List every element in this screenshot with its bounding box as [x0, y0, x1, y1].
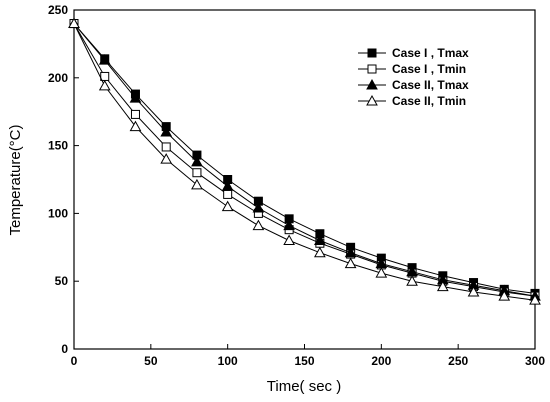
series-2	[69, 19, 540, 301]
series-4	[68, 17, 541, 305]
data-point	[68, 17, 80, 29]
data-point	[160, 126, 173, 137]
x-tick-label: 100	[218, 354, 238, 368]
y-axis-title: Temperature(°C)	[7, 124, 24, 235]
x-tick-label: 50	[144, 354, 158, 368]
data-point	[283, 219, 295, 231]
legend-label: Case I , Tmin	[392, 62, 466, 76]
data-point	[344, 246, 357, 258]
data-point	[98, 54, 111, 65]
data-point	[252, 201, 265, 213]
legend-item: Case I , Tmax	[358, 46, 469, 60]
data-point	[283, 234, 295, 246]
x-tick-label: 150	[294, 354, 314, 368]
x-tick-label: 200	[371, 354, 391, 368]
axis-ticks: 0 50 100 150 200 250 300 0 50 100 150 200 250	[48, 3, 545, 368]
y-tick-label: 200	[48, 71, 68, 85]
data-point	[221, 180, 234, 191]
data-point	[529, 294, 541, 305]
series-3	[68, 17, 541, 301]
data-point	[252, 219, 265, 231]
y-tick-label: 50	[55, 274, 69, 288]
data-point	[436, 280, 449, 292]
data-point	[314, 234, 326, 246]
x-tick-label: 250	[448, 354, 468, 368]
data-point	[406, 275, 418, 286]
legend-item: Case II, Tmin	[358, 94, 466, 108]
data-point	[314, 246, 326, 258]
legend-item: Case II, Tmax	[358, 78, 469, 92]
series-line	[73, 23, 536, 301]
data-point	[221, 200, 234, 212]
data-point	[344, 257, 357, 269]
y-tick-label: 0	[61, 342, 68, 356]
data-point	[161, 142, 171, 152]
data-point	[191, 155, 203, 167]
legend-label: Case II, Tmax	[392, 78, 469, 92]
data-point	[223, 189, 233, 199]
x-tick-label: 300	[525, 354, 545, 368]
series-group	[68, 17, 541, 305]
legend-marker	[367, 48, 377, 58]
data-point	[129, 120, 142, 132]
series-line	[73, 23, 536, 297]
data-point	[192, 168, 202, 178]
x-tick-label: 0	[71, 354, 78, 368]
legend-item: Case I , Tmin	[358, 62, 466, 76]
legend: Case I , Tmax Case I , Tmin Case II, Tmax C…	[358, 46, 469, 108]
data-point	[191, 178, 203, 190]
legend-label: Case II, Tmin	[392, 94, 466, 108]
data-point	[98, 79, 111, 91]
legend-marker	[367, 64, 377, 74]
data-point	[160, 153, 173, 164]
y-tick-label: 100	[48, 206, 68, 220]
y-tick-label: 250	[48, 3, 68, 17]
data-point	[130, 109, 140, 119]
legend-marker	[366, 94, 378, 106]
series-1	[69, 19, 540, 298]
legend-label: Case I , Tmax	[392, 46, 469, 60]
x-axis-title: Time( sec )	[267, 378, 341, 395]
series-line	[73, 23, 536, 297]
series-line	[73, 23, 536, 294]
y-tick-label: 150	[48, 139, 68, 153]
plot-frame	[73, 9, 536, 350]
data-point	[129, 92, 142, 103]
data-point	[467, 286, 480, 297]
data-point	[375, 267, 388, 278]
plot-border	[73, 9, 536, 350]
legend-marker	[366, 78, 378, 90]
data-point	[498, 290, 511, 301]
